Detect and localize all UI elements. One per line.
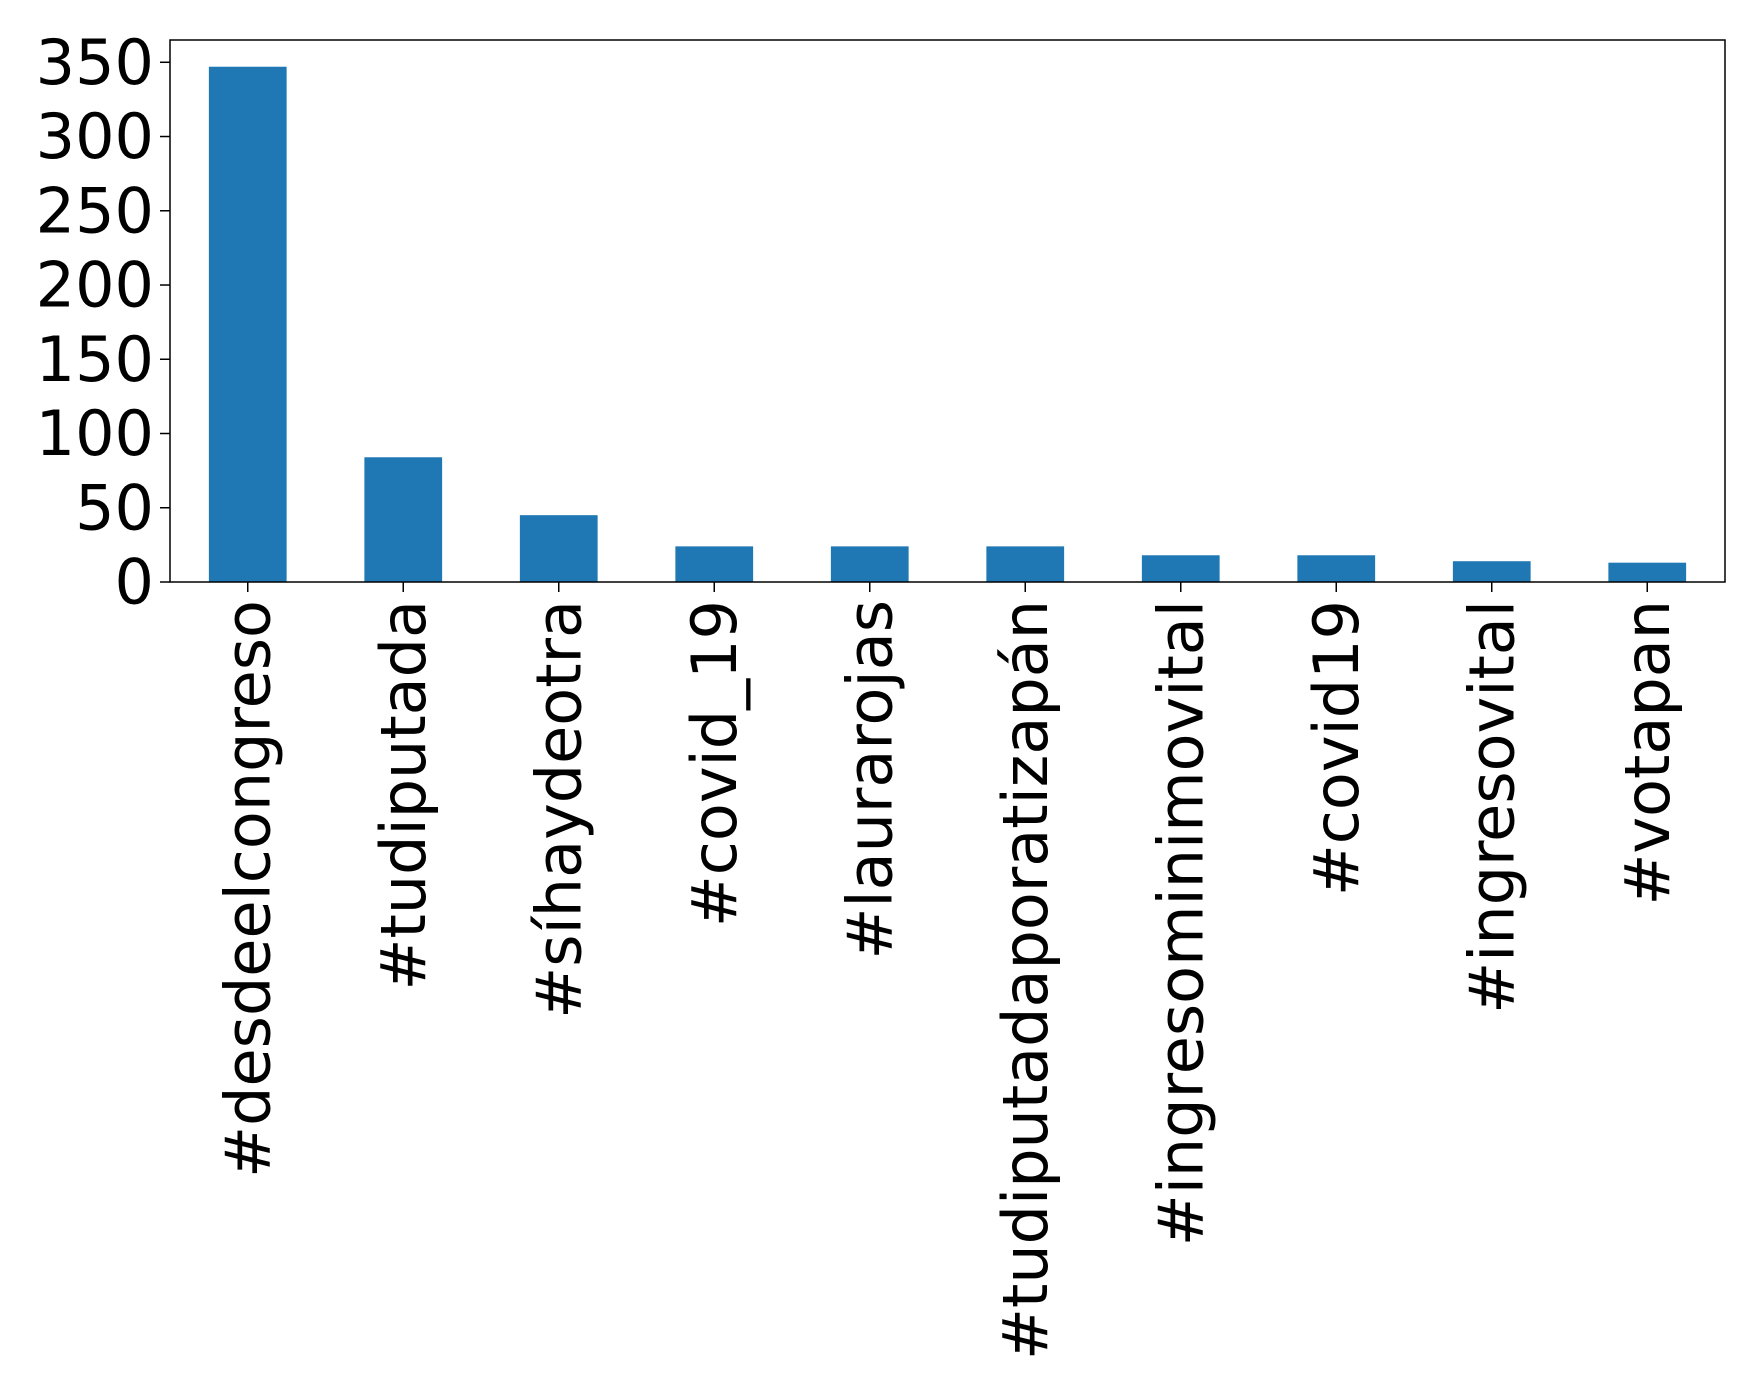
bars: [208, 66, 1687, 583]
bar: [519, 515, 598, 582]
bar: [1141, 555, 1220, 582]
bar: [1608, 562, 1687, 582]
y-tick-label: 100: [36, 397, 154, 470]
y-tick-label: 250: [36, 174, 154, 247]
bar: [1452, 561, 1531, 582]
x-axis: #desdeelcongreso #tudiputada #síhaydeotra #…: [211, 582, 1684, 1360]
y-tick-label: 50: [75, 471, 154, 544]
x-tick-label: #tudiputadaporatizapán: [989, 600, 1062, 1360]
y-tick-label: 150: [36, 323, 154, 396]
x-tick-label: #laurarojas: [833, 600, 906, 960]
y-tick-label: 300: [36, 100, 154, 173]
x-tick-label: #desdeelcongreso: [211, 600, 284, 1178]
x-tick-label: #ingresominimovital: [1144, 600, 1217, 1246]
bar: [1297, 555, 1376, 582]
y-tick-label: 200: [36, 249, 154, 322]
bar: [986, 546, 1065, 582]
y-tick-label: 0: [115, 546, 154, 619]
x-tick-label: #ingresovital: [1455, 600, 1528, 1014]
x-tick-label: #síhaydeotra: [522, 600, 595, 1019]
bar: [208, 66, 287, 583]
x-tick-label: #votapan: [1611, 600, 1684, 906]
bar: [364, 457, 443, 582]
x-tick-label: #tudiputada: [367, 600, 440, 990]
bar: [675, 546, 754, 582]
bar: [830, 546, 909, 582]
x-tick-label: #covid_19: [678, 600, 751, 927]
y-tick-label: 350: [36, 26, 154, 99]
x-tick-label: #covid19: [1300, 600, 1373, 896]
axes-frame: [169, 39, 1726, 583]
